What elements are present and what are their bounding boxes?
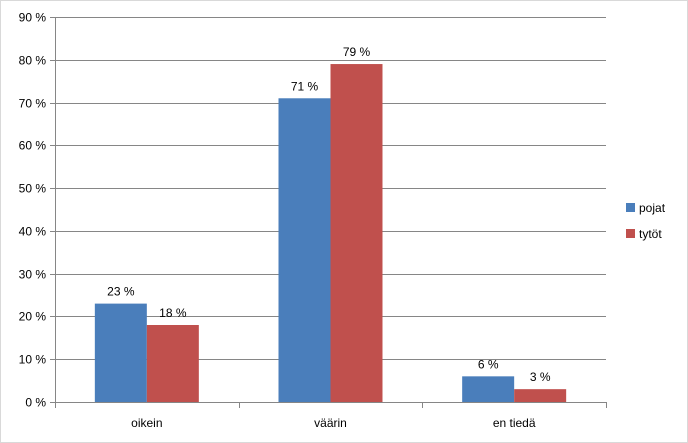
legend-label: pojat [639,201,666,215]
legend-swatch-pojat [626,203,635,212]
x-category-label: väärin [314,416,347,430]
y-tick-label: 70 % [19,97,47,111]
data-label: 79 % [343,45,371,59]
bar-pojat [278,98,331,403]
y-tick-label: 30 % [19,268,47,282]
y-tick-label: 20 % [19,310,47,324]
x-category-label: oikein [131,416,162,430]
y-tick-label: 0 % [25,396,46,410]
data-label: 3 % [530,370,551,384]
data-label: 23 % [107,285,135,299]
y-tick-label: 60 % [19,139,47,153]
data-label: 71 % [291,79,319,93]
y-tick-label: 10 % [19,353,47,367]
y-tick-label: 50 % [19,182,47,196]
bar-pojat [94,303,147,402]
y-tick-label: 90 % [19,11,47,25]
bar-tytöt [514,389,567,402]
y-tick-label: 40 % [19,225,47,239]
y-tick-label: 80 % [19,54,47,68]
bars: 23 % 18 % 71 % 79 % 6 % 3 % [94,45,567,403]
legend-swatch-tytöt [626,229,635,238]
bar-tytöt [146,325,199,402]
y-axis: 0 % 10 % 20 % 30 % 40 % 50 % 60 % 70 % 80 % 90 % [19,11,56,410]
x-axis: oikein väärin en tiedä [55,402,607,430]
legend-label: tytöt [639,227,662,241]
legend: pojat tytöt [626,201,666,241]
data-label: 6 % [478,357,499,371]
bar-pojat [462,376,515,402]
data-label: 18 % [159,306,187,320]
bar-tytöt [330,64,383,403]
x-category-label: en tiedä [493,416,536,430]
